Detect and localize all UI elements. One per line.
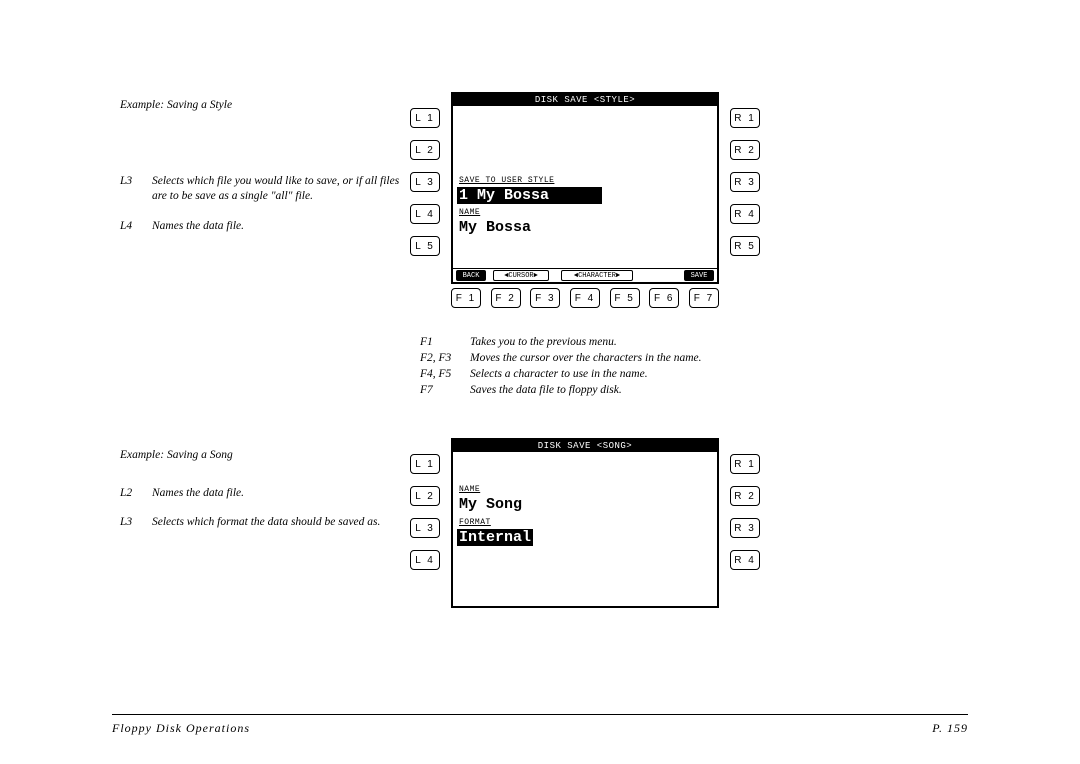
- s2-btn-R1[interactable]: R 1: [730, 454, 760, 474]
- s2-name-value[interactable]: My Song: [457, 496, 524, 513]
- save-to-label: SAVE TO USER STYLE: [459, 176, 554, 185]
- fn-F1-desc: Takes you to the previous menu.: [470, 334, 617, 350]
- name-label: NAME: [459, 208, 480, 217]
- s2-l2-key: L2: [120, 486, 152, 502]
- l3-desc: Selects which file you would like to sav…: [152, 174, 400, 205]
- s2-l3-desc: Selects which format the data should be …: [152, 515, 400, 531]
- s2-btn-L2[interactable]: L 2: [410, 486, 440, 506]
- s2-format-value[interactable]: Internal: [457, 529, 533, 546]
- l4-key: L4: [120, 219, 152, 235]
- footer-right: P. 159: [932, 721, 968, 736]
- btn-F5[interactable]: F 5: [610, 288, 640, 308]
- l4-desc: Names the data file.: [152, 219, 400, 235]
- save-to-value[interactable]: 1 My Bossa: [457, 187, 602, 204]
- s2-btn-L4[interactable]: L 4: [410, 550, 440, 570]
- lcd-footer: BACK ◄ CURSOR ► ◄CHARACTER► SAVE: [453, 268, 717, 282]
- btn-L5[interactable]: L 5: [410, 236, 440, 256]
- s2-l3-key: L3: [120, 515, 152, 531]
- btn-R2[interactable]: R 2: [730, 140, 760, 160]
- l3-key: L3: [120, 174, 152, 205]
- btn-R1[interactable]: R 1: [730, 108, 760, 128]
- fn-F4F5-desc: Selects a character to use in the name.: [470, 366, 648, 382]
- back-button[interactable]: BACK: [456, 270, 486, 281]
- fn-F2F3: F2, F3: [420, 350, 470, 366]
- s2-btn-L1[interactable]: L 1: [410, 454, 440, 474]
- s2-btn-R2[interactable]: R 2: [730, 486, 760, 506]
- btn-L3[interactable]: L 3: [410, 172, 440, 192]
- btn-F6[interactable]: F 6: [649, 288, 679, 308]
- name-value[interactable]: My Bossa: [457, 219, 533, 236]
- btn-F4[interactable]: F 4: [570, 288, 600, 308]
- s2-l2-desc: Names the data file.: [152, 486, 400, 502]
- btn-L1[interactable]: L 1: [410, 108, 440, 128]
- lcd2-title: DISK SAVE <SONG>: [453, 440, 717, 452]
- s2-btn-R3[interactable]: R 3: [730, 518, 760, 538]
- fn-F7: F7: [420, 382, 470, 398]
- save-button[interactable]: SAVE: [684, 270, 714, 281]
- btn-F2[interactable]: F 2: [491, 288, 521, 308]
- btn-R3[interactable]: R 3: [730, 172, 760, 192]
- btn-F7[interactable]: F 7: [689, 288, 719, 308]
- fn-F7-desc: Saves the data file to floppy disk.: [470, 382, 622, 398]
- btn-F3[interactable]: F 3: [530, 288, 560, 308]
- btn-L4[interactable]: L 4: [410, 204, 440, 224]
- fn-F1: F1: [420, 334, 470, 350]
- cursor-button[interactable]: ◄ CURSOR ►: [493, 270, 549, 281]
- s2-format-label: FORMAT: [459, 518, 491, 527]
- example-title: Example: Saving a Style: [120, 98, 400, 114]
- s2-btn-L3[interactable]: L 3: [410, 518, 440, 538]
- fn-F4F5: F4, F5: [420, 366, 470, 382]
- lcd-title: DISK SAVE <STYLE>: [453, 94, 717, 106]
- fn-F2F3-desc: Moves the cursor over the characters in …: [470, 350, 702, 366]
- s2-name-label: NAME: [459, 485, 480, 494]
- character-button[interactable]: ◄CHARACTER►: [561, 270, 633, 281]
- btn-R4[interactable]: R 4: [730, 204, 760, 224]
- footer-left: Floppy Disk Operations: [112, 721, 250, 736]
- btn-F1[interactable]: F 1: [451, 288, 481, 308]
- btn-L2[interactable]: L 2: [410, 140, 440, 160]
- s2-btn-R4[interactable]: R 4: [730, 550, 760, 570]
- example2-title: Example: Saving a Song: [120, 448, 400, 464]
- btn-R5[interactable]: R 5: [730, 236, 760, 256]
